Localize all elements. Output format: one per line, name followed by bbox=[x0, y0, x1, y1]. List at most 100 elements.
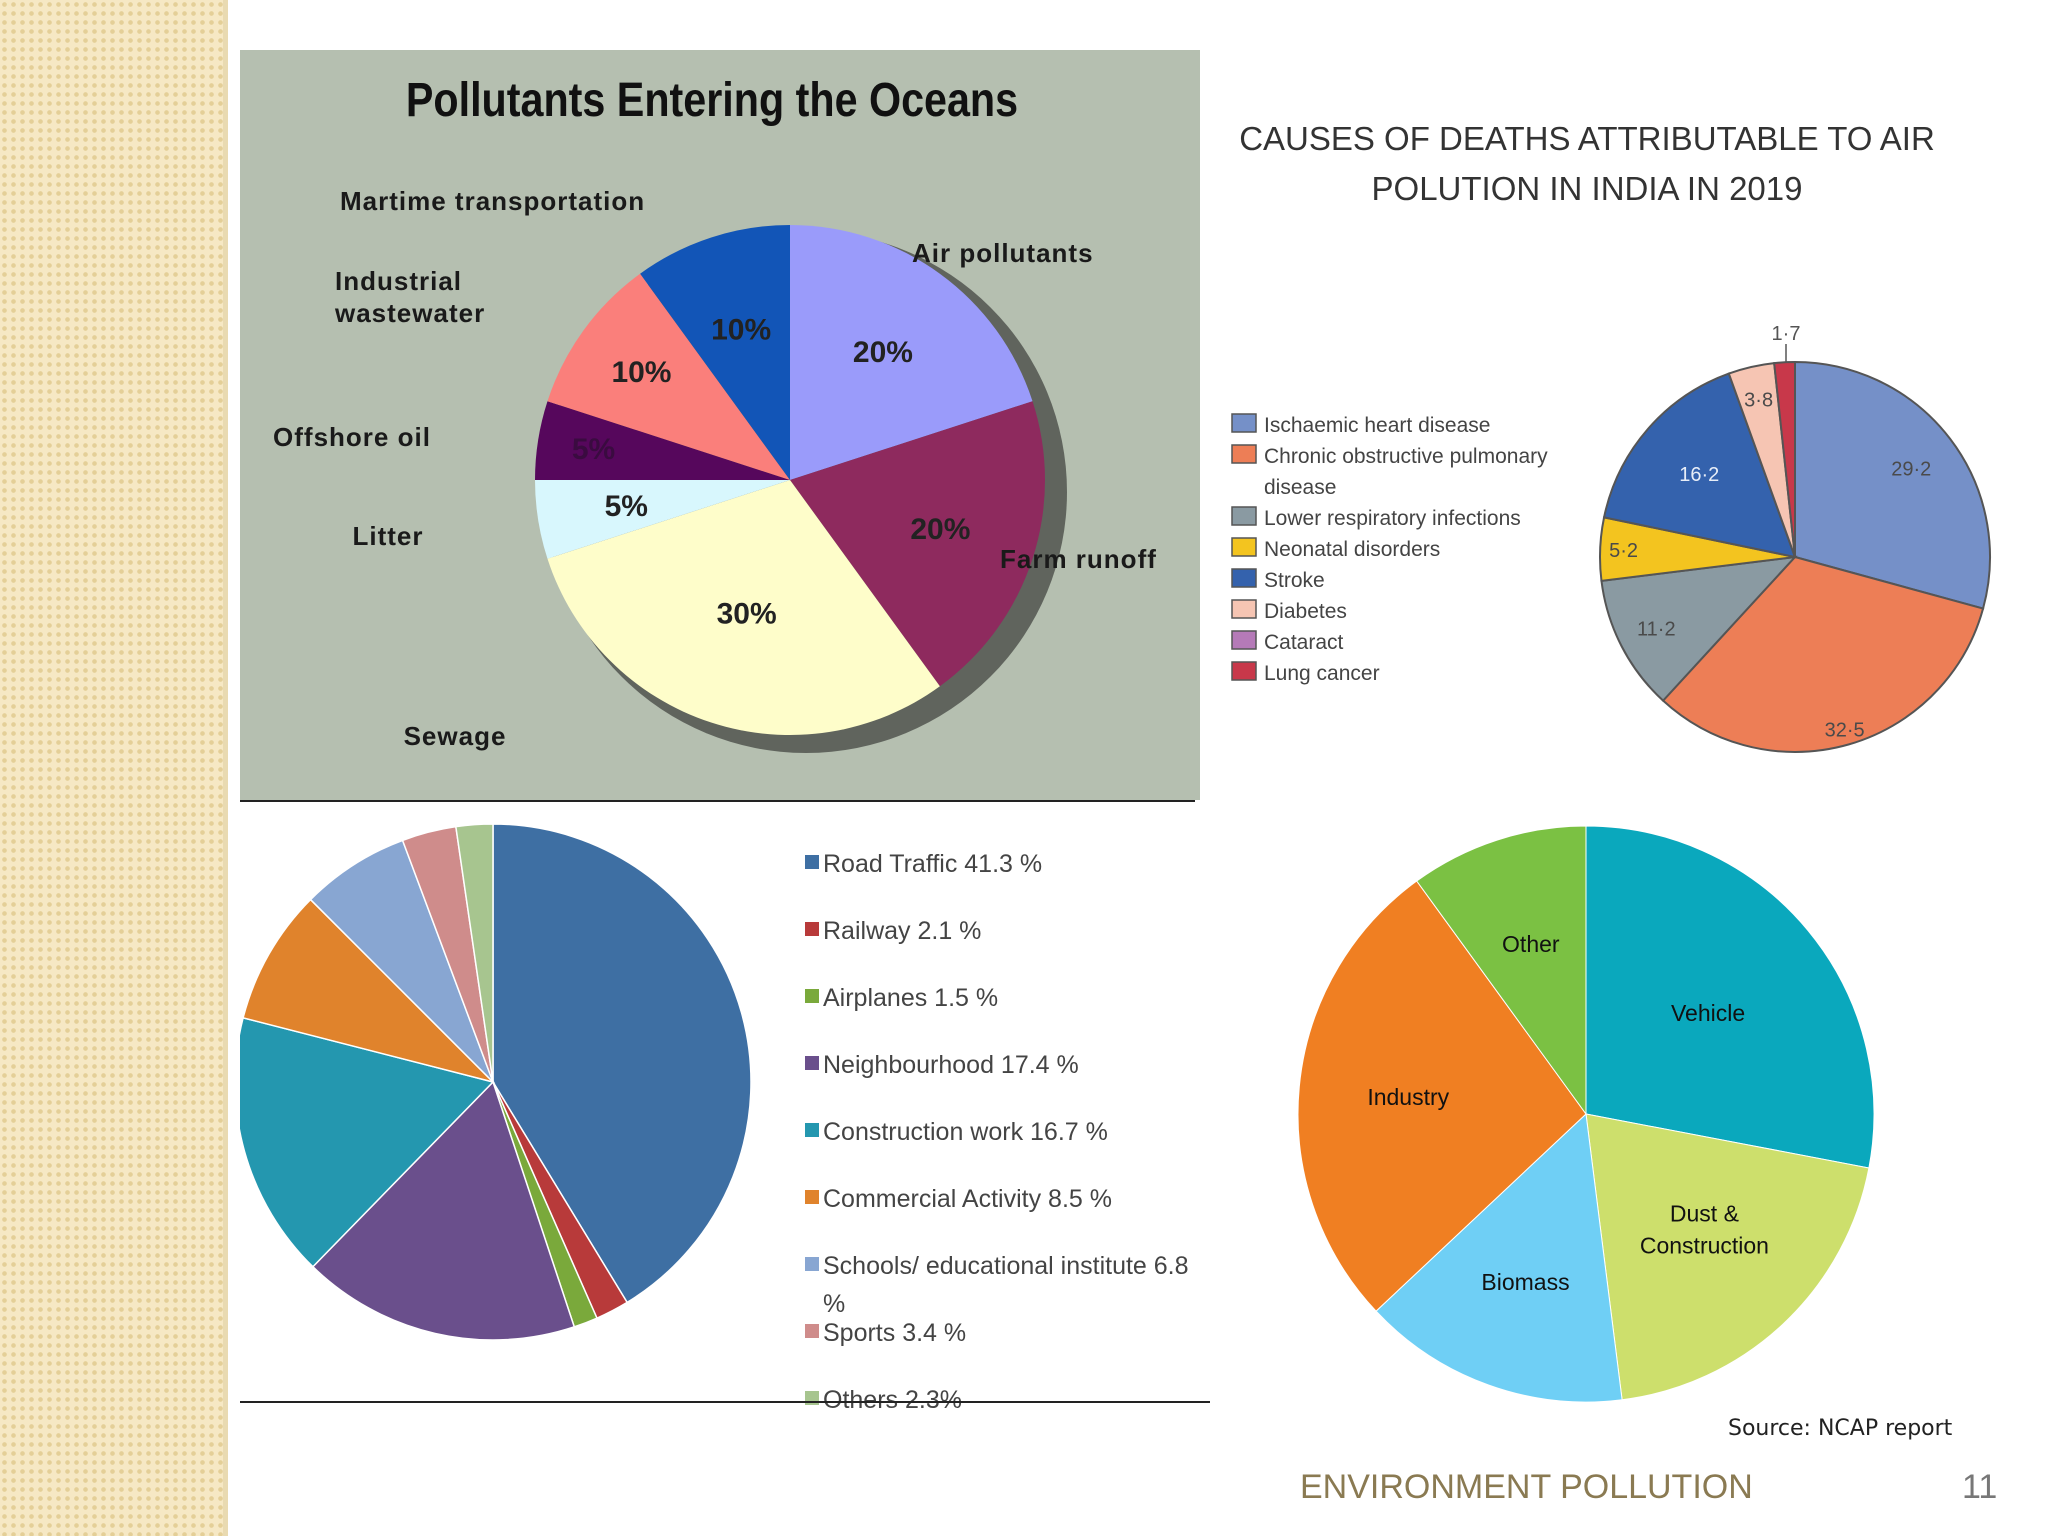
slice-value-label: 10% bbox=[611, 356, 671, 389]
chart-title: Pollutants Entering the Oceans bbox=[406, 73, 1018, 127]
legend-label: % bbox=[823, 1290, 845, 1318]
legend-label: Stroke bbox=[1264, 569, 1325, 592]
legend-swatch-airplanes-1-5 bbox=[805, 989, 819, 1003]
noise-slice-commercial-activity-8-5 bbox=[242, 898, 496, 1084]
ocean-slice-martime-transportation bbox=[640, 225, 790, 480]
legend-label: Construction work 16.7 % bbox=[823, 1118, 1108, 1146]
slice-value-label: 3·8 bbox=[1744, 389, 1773, 411]
pm-slice-industry bbox=[1297, 880, 1587, 1312]
legend-swatch-diabetes bbox=[1231, 599, 1257, 619]
india-deaths-chart: CAUSES OF DEATHS ATTRIBUTABLE TO AIR POL… bbox=[1222, 110, 2022, 770]
legend-swatch-neonatal-disorders bbox=[1231, 537, 1257, 557]
slice-value-label: 5·2 bbox=[1609, 540, 1638, 562]
slice-category-label: wastewater bbox=[334, 298, 485, 328]
legend-swatch-commercial-activity-8-5 bbox=[805, 1190, 819, 1204]
slice-category-label: Martime transportation bbox=[340, 186, 645, 216]
divider-line bbox=[240, 1401, 1210, 1403]
slice-category-label: Offshore oil bbox=[273, 422, 431, 452]
legend-label: Schools/ educational institute 6.8 bbox=[823, 1252, 1189, 1280]
legend-label: Chronic obstructive pulmonary bbox=[1264, 445, 1548, 468]
legend-label: Airplanes 1.5 % bbox=[823, 984, 998, 1012]
page-number: 11 bbox=[1962, 1468, 1998, 1506]
legend-swatch-stroke bbox=[1231, 568, 1257, 588]
pm-sources-svg: Vehicle Dust & Construction Biomass Industry… bbox=[1297, 825, 1875, 1403]
slice-category-label: Industry bbox=[1367, 1084, 1449, 1110]
pm-sources-chart: Vehicle Dust & Construction Biomass Industry… bbox=[1280, 820, 1980, 1420]
deaths-slice-lung-cancer bbox=[1773, 360, 1796, 558]
source-note: Source: NCAP report bbox=[1728, 1416, 1953, 1441]
legend-label: Commercial Activity 8.5 % bbox=[823, 1185, 1112, 1213]
india-deaths-svg: CAUSES OF DEATHS ATTRIBUTABLE TO AIR POL… bbox=[1231, 120, 1991, 753]
legend-label: Neighbourhood 17.4 % bbox=[823, 1051, 1079, 1079]
legend-swatch-cataract bbox=[1231, 630, 1257, 650]
legend-label: Neonatal disorders bbox=[1264, 538, 1440, 561]
ocean-slice-offshore-oil bbox=[535, 401, 790, 480]
legend-swatch-road-traffic-41-3 bbox=[805, 855, 819, 869]
ocean-pollutants-svg: Pollutants Entering the Oceans 20% Air po… bbox=[273, 73, 1157, 753]
deaths-slice-chronic-obstructive-pulmonary-disease bbox=[1661, 555, 1985, 753]
slice-value-label: 16·2 bbox=[1679, 464, 1719, 486]
legend-swatch-schools-educational-institute-6-8 bbox=[805, 1257, 819, 1271]
slice-value-label: 5% bbox=[572, 433, 615, 466]
slice-value-label: 10% bbox=[711, 314, 771, 347]
ocean-slice-industrial-wastewater bbox=[547, 273, 790, 480]
legend-label: Cataract bbox=[1264, 631, 1344, 654]
legend-swatch-sports-3-4 bbox=[805, 1324, 819, 1338]
slice-value-label: 20% bbox=[853, 336, 913, 369]
pm-slice-other bbox=[1416, 825, 1587, 1116]
noise-slice-schools-educational-institute-6-8 bbox=[309, 839, 494, 1083]
slice-category-label: Other bbox=[1502, 931, 1560, 957]
decorative-side-strip bbox=[0, 0, 228, 1536]
legend-swatch-lung-cancer bbox=[1231, 661, 1257, 681]
slice-value-label: 1·7 bbox=[1772, 323, 1801, 345]
slice-category-label: Sewage bbox=[404, 721, 507, 751]
divider-line bbox=[240, 800, 1195, 802]
deaths-slice-lower-respiratory-infections bbox=[1600, 555, 1798, 703]
slice-category-label: Farm runoff bbox=[1000, 544, 1157, 574]
ocean-slice-sewage bbox=[547, 480, 940, 735]
chart-title-line-1: CAUSES OF DEATHS ATTRIBUTABLE TO AIR bbox=[1239, 120, 1935, 157]
legend-swatch-lower-respiratory-infections bbox=[1231, 506, 1257, 526]
slice-value-label: 11·2 bbox=[1637, 618, 1676, 640]
noise-slice-others-2-3 bbox=[454, 823, 494, 1083]
noise-slice-construction-work-16-7 bbox=[240, 1016, 495, 1268]
pm-slice-dust-construction bbox=[1585, 1113, 1870, 1401]
legend-swatch-railway-2-1 bbox=[805, 922, 819, 936]
slice-value-label: 30% bbox=[717, 597, 777, 630]
pm-slice-vehicle bbox=[1585, 825, 1875, 1169]
ocean-pollutants-chart: Pollutants Entering the Oceans 20% Air po… bbox=[240, 50, 1200, 800]
slice-value-label: 20% bbox=[910, 513, 970, 546]
legend-label: Road Traffic 41.3 % bbox=[823, 850, 1042, 878]
slice-category-label: Industrial bbox=[335, 266, 462, 296]
deaths-slice-ischaemic-heart-disease bbox=[1794, 360, 1991, 610]
legend-label: disease bbox=[1264, 476, 1336, 499]
ocean-slice-air-pollutants bbox=[790, 225, 1033, 480]
legend-swatch-neighbourhood-17-4 bbox=[805, 1056, 819, 1070]
legend-label: Diabetes bbox=[1264, 600, 1347, 623]
pm-slice-biomass bbox=[1375, 1112, 1623, 1403]
slice-category-label: Construction bbox=[1640, 1232, 1769, 1258]
legend-swatch-ischaemic-heart-disease bbox=[1231, 413, 1257, 433]
slice-category-label: Litter bbox=[353, 521, 424, 551]
legend-swatch-construction-work-16-7 bbox=[805, 1123, 819, 1137]
slice-value-label: 29·2 bbox=[1891, 458, 1931, 480]
slice-category-label: Dust & bbox=[1670, 1200, 1739, 1226]
slice-category-label: Biomass bbox=[1481, 1269, 1569, 1295]
legend-label: Sports 3.4 % bbox=[823, 1319, 966, 1347]
chart-title-line-2: POLUTION IN INDIA IN 2019 bbox=[1372, 170, 1803, 207]
footer-title: ENVIRONMENT POLLUTION bbox=[1300, 1468, 1753, 1506]
slice-category-label: Air pollutants bbox=[912, 238, 1094, 268]
ocean-slice-farm-runoff bbox=[790, 401, 1045, 687]
legend-label: Railway 2.1 % bbox=[823, 917, 981, 945]
legend-label: Others 2.3% bbox=[823, 1386, 962, 1412]
ocean-slice-litter bbox=[535, 480, 790, 559]
legend-label: Lung cancer bbox=[1264, 662, 1380, 685]
slice-category-label: Vehicle bbox=[1671, 1000, 1745, 1026]
slice-value-label: 5% bbox=[605, 490, 648, 523]
deaths-slice-stroke bbox=[1602, 372, 1797, 559]
noise-sources-svg: Road Traffic 41.3 % Railway 2.1 % Airplane… bbox=[240, 823, 1189, 1412]
legend-label: Lower respiratory infections bbox=[1264, 507, 1521, 530]
noise-slice-neighbourhood-17-4 bbox=[311, 1080, 576, 1341]
legend-swatch-chronic-obstructive-pulmonary-disease bbox=[1231, 444, 1257, 464]
noise-sources-chart: Road Traffic 41.3 % Railway 2.1 % Airplane… bbox=[240, 805, 1218, 1412]
